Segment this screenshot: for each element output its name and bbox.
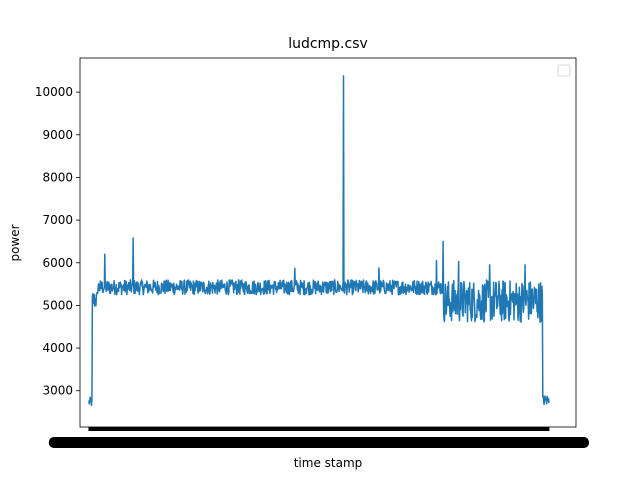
y-axis-label: power	[8, 224, 22, 261]
y-tick-label: 3000	[42, 384, 73, 398]
y-tick-label: 5000	[42, 298, 73, 312]
y-tick-label: 8000	[42, 170, 73, 184]
chart-title: ludcmp.csv	[288, 36, 368, 52]
y-tick-label: 6000	[42, 256, 73, 270]
x-tick-marks	[88, 427, 550, 431]
y-axis-ticks: 3000 4000 5000 6000 7000 8000 9000 10000	[35, 85, 80, 398]
y-tick-label: 9000	[42, 128, 73, 142]
x-axis-label: time stamp	[294, 456, 363, 470]
x-axis-ticks	[48, 427, 589, 448]
data-layer	[88, 75, 550, 407]
plot-frame	[79, 57, 577, 428]
series-line	[88, 75, 550, 407]
y-tick-label: 10000	[35, 85, 73, 99]
plot-area	[80, 58, 576, 427]
legend-box	[557, 64, 571, 77]
y-tick-label: 7000	[42, 213, 73, 227]
y-tick-label: 4000	[42, 341, 73, 355]
x-tick-labels-overlap	[48, 437, 589, 448]
